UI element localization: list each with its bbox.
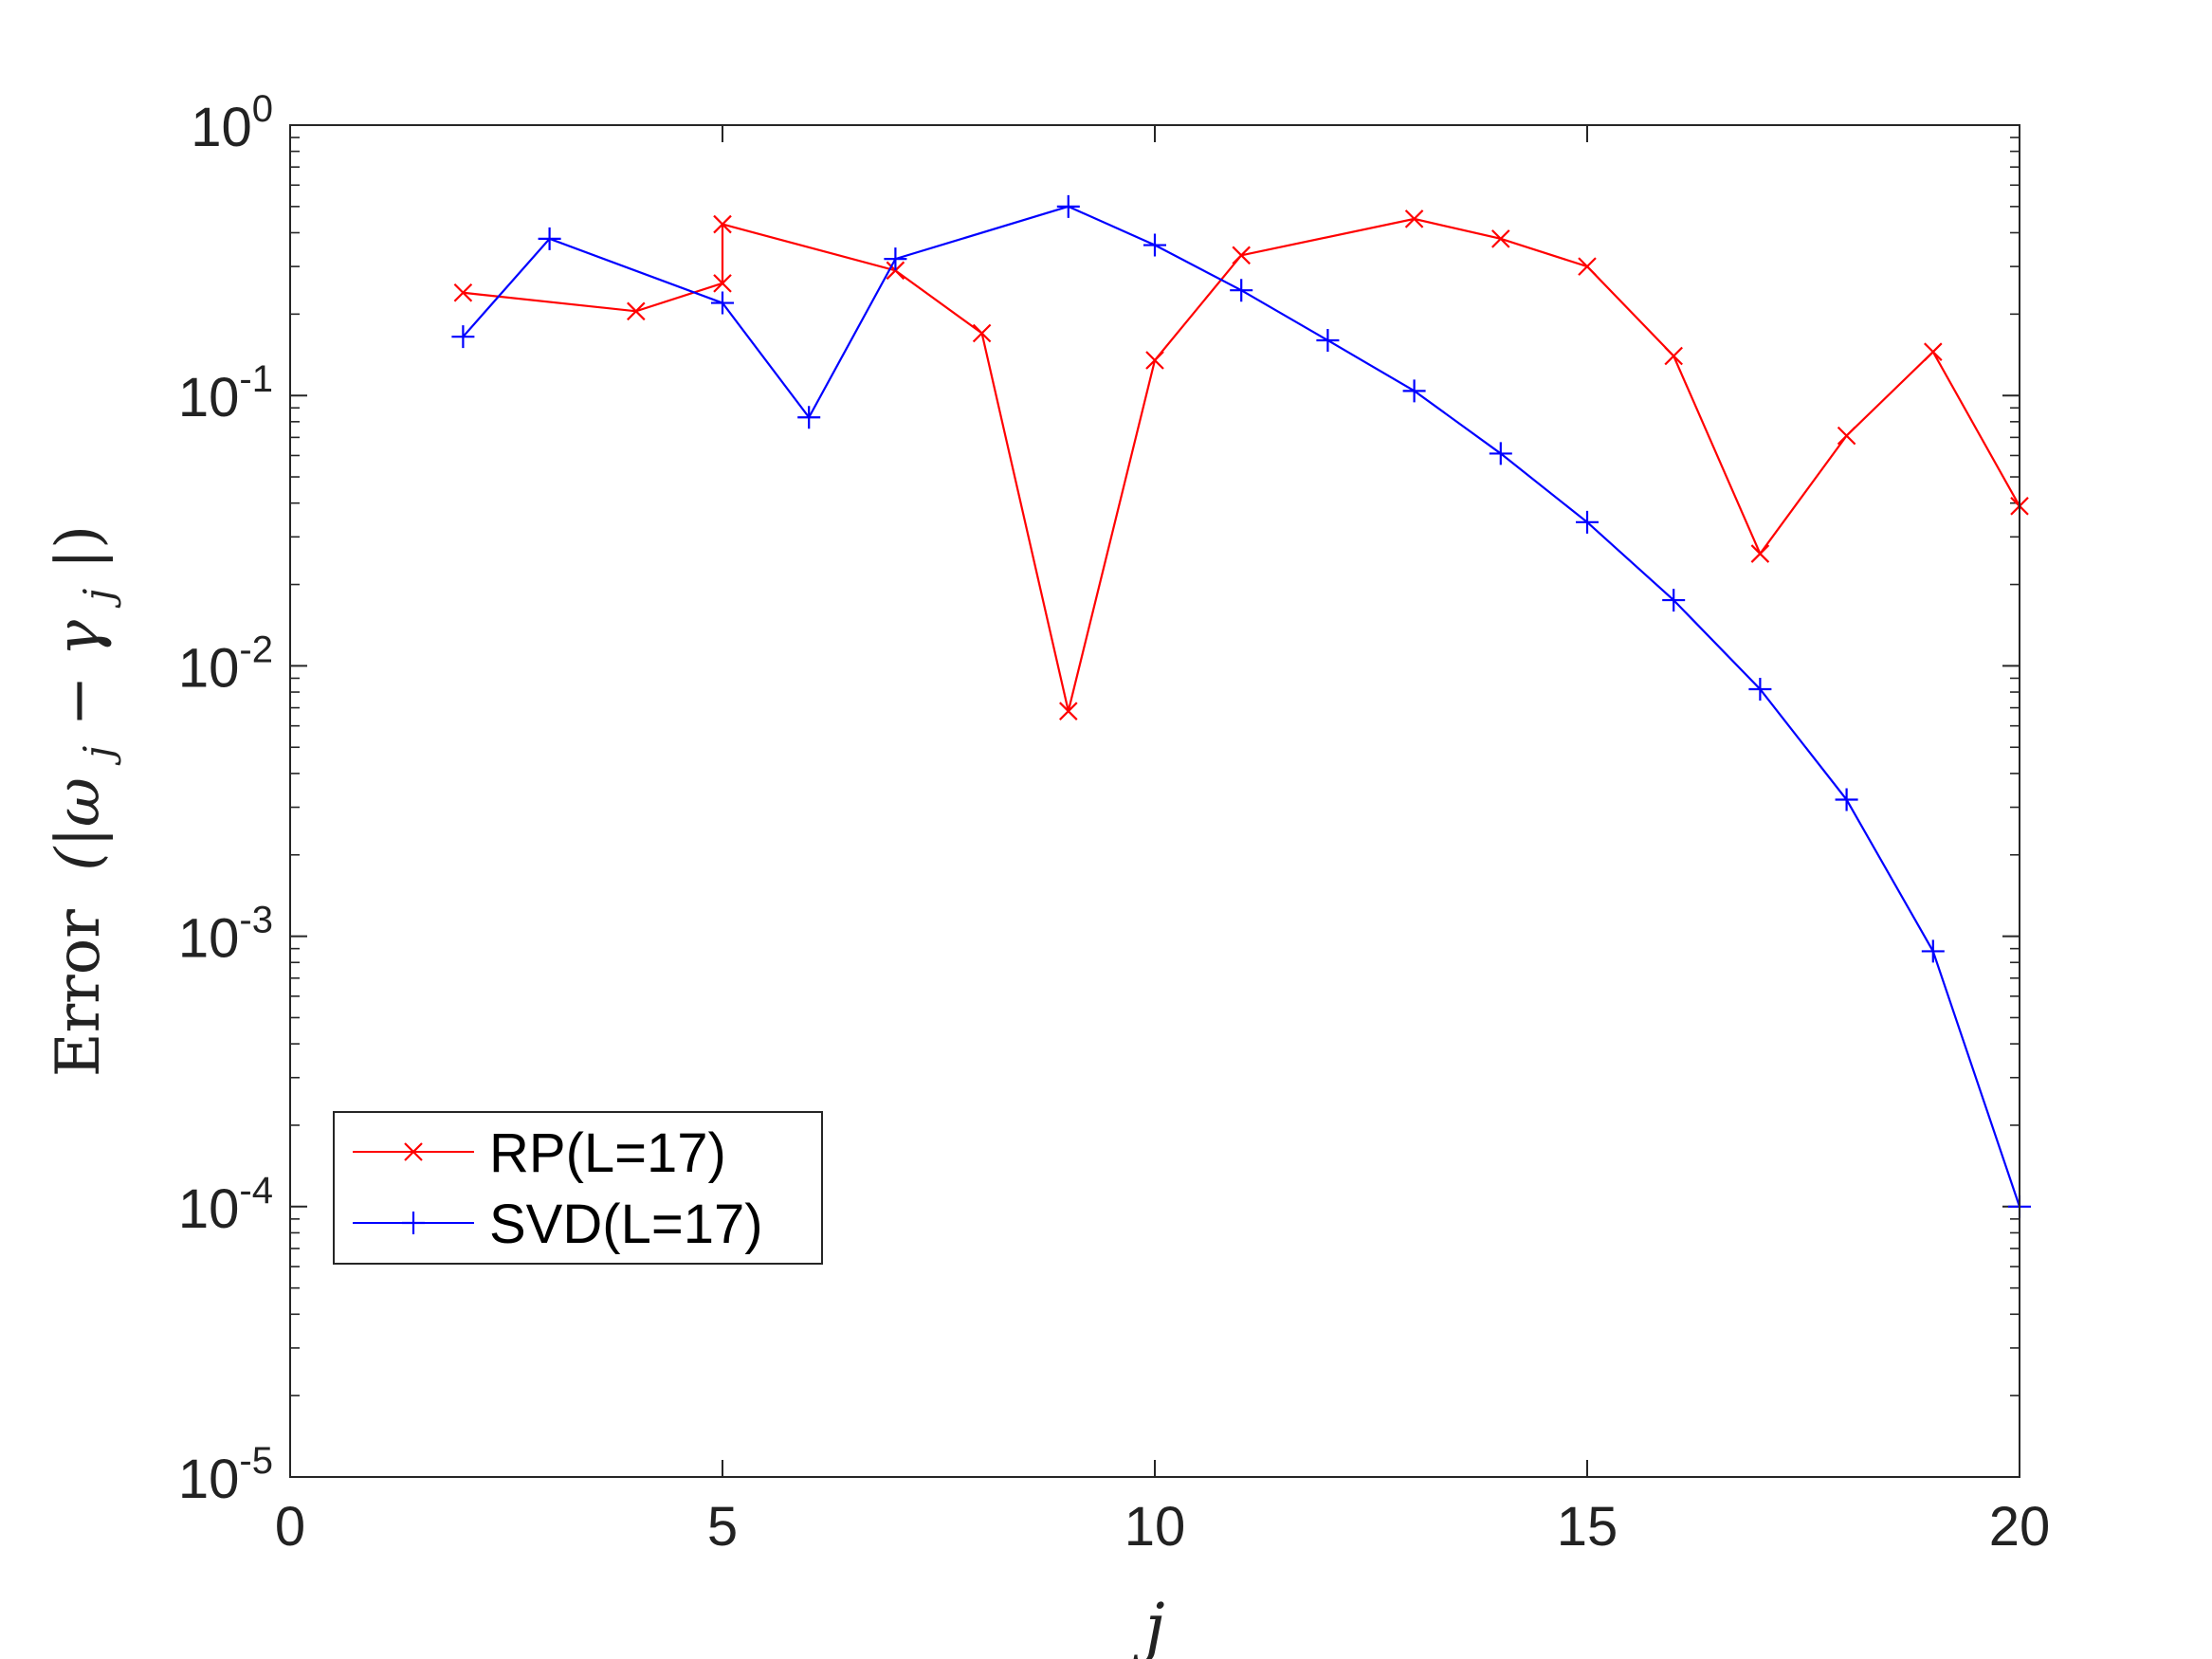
y-axis-label: Error (|ω j − γ j |) (44, 525, 127, 1077)
data-point-svd-l-17 (451, 325, 475, 349)
plot-area (290, 125, 2020, 1477)
y-tick-label: 100 (191, 88, 273, 158)
data-point-svd-l-17 (1489, 442, 1512, 465)
y-tick-label: 10-5 (178, 1440, 273, 1510)
x-tick-label: 0 (275, 1496, 305, 1558)
data-point-rp-l-17 (1145, 351, 1164, 370)
x-tick-label: 10 (1124, 1496, 1186, 1558)
data-point-rp-l-17 (886, 261, 905, 281)
x-tick-label: 15 (1557, 1496, 1618, 1558)
y-axis-label-text: Error (44, 909, 114, 1077)
data-point-svd-l-17 (538, 227, 561, 250)
data-point-svd-l-17 (1921, 939, 1945, 963)
data-point-rp-l-17 (1491, 229, 1510, 248)
data-point-rp-l-17 (713, 214, 732, 234)
data-point-rp-l-17 (1750, 544, 1770, 563)
data-point-svd-l-17 (1316, 328, 1340, 352)
data-point-rp-l-17 (627, 301, 646, 321)
data-point-rp-l-17 (1837, 426, 1856, 446)
data-point-svd-l-17 (1662, 589, 1686, 612)
data-point-rp-l-17 (453, 283, 473, 302)
y-axis-label-end: |) (44, 525, 114, 570)
data-point-svd-l-17 (1143, 233, 1166, 257)
data-point-rp-l-17 (1059, 702, 1078, 720)
y-tick-label: 10-2 (178, 629, 273, 699)
data-point-rp-l-17 (1578, 257, 1597, 276)
y-tick-label: 10-1 (178, 358, 273, 428)
data-point-svd-l-17 (1056, 194, 1080, 218)
data-point-svd-l-17 (1402, 379, 1426, 403)
legend-marker-rp (404, 1142, 423, 1161)
data-point-rp-l-17 (1404, 210, 1424, 228)
data-point-svd-l-17 (797, 406, 821, 429)
legend-label-svd: SVD(L=17) (489, 1194, 763, 1255)
x-tick-label: 20 (1989, 1496, 2051, 1558)
y-axis-label-mid: − γ (44, 619, 114, 726)
y-tick-label: 10-4 (178, 1170, 273, 1240)
svg-text:Error (|ω j: Error (|ω j − γ j |) (44, 525, 127, 1077)
legend-box (333, 1111, 823, 1265)
legend-marker-svd (402, 1212, 425, 1234)
series-layer (451, 194, 2031, 1218)
data-point-svd-l-17 (1576, 510, 1599, 534)
legend-label-rp: RP(L=17) (489, 1122, 726, 1184)
legend: RP(L=17) SVD(L=17) (333, 1111, 823, 1265)
data-point-rp-l-17 (1664, 346, 1683, 366)
data-point-svd-l-17 (1748, 677, 1772, 701)
plot-frame (289, 124, 2020, 1478)
data-point-rp-l-17 (1924, 342, 1943, 361)
data-point-rp-l-17 (1232, 246, 1251, 265)
data-point-svd-l-17 (1230, 279, 1253, 302)
x-tick-label: 5 (707, 1496, 738, 1558)
y-tick-label: 10-3 (178, 900, 273, 970)
data-point-svd-l-17 (884, 247, 907, 271)
tick-labels: 0 5 10 15 20 100 10-1 10-2 10-3 10-4 10-5 (178, 88, 2050, 1558)
data-point-svd-l-17 (711, 291, 734, 315)
data-point-rp-l-17 (972, 323, 992, 343)
data-point-rp-l-17 (713, 274, 732, 293)
data-point-svd-l-17 (1835, 788, 1858, 811)
y-axis-label-math: (|ω (44, 777, 114, 871)
